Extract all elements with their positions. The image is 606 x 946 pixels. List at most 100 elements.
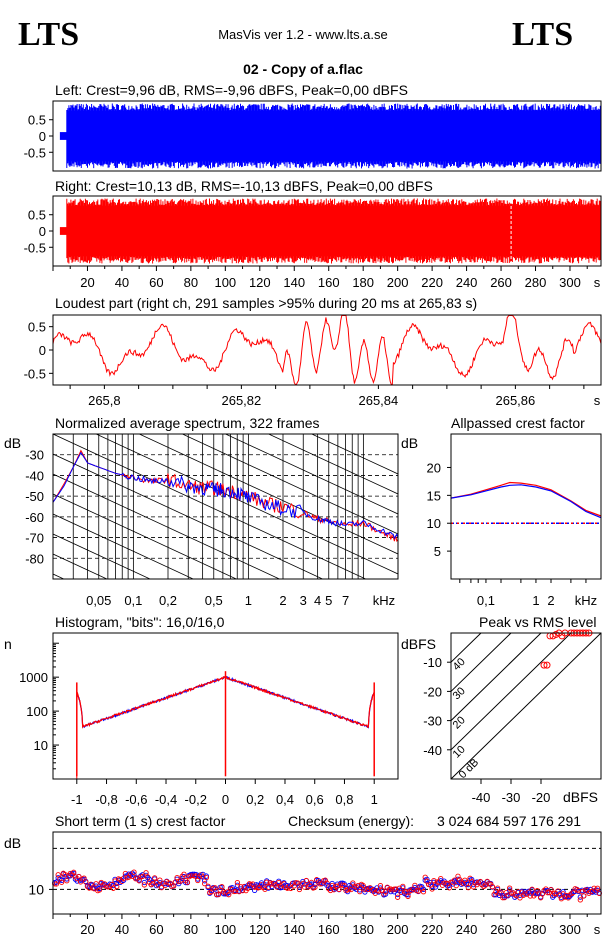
- right-xtick-label: 140: [283, 275, 305, 290]
- histogram-xtick-label: 1: [371, 792, 378, 807]
- right-xtick-label: 300: [559, 275, 581, 290]
- short-term-point-right: [336, 886, 342, 893]
- short-term-point-right: [131, 869, 137, 875]
- spectrum-slope-line: [267, 434, 398, 495]
- peak-rms-diagonal: [451, 633, 542, 721]
- peak-rms-diagonals: 40 30 20 100 dB: [451, 633, 601, 779]
- loudest-ytick-label: 0: [39, 343, 46, 358]
- spectrum-ytick-label: -50: [25, 489, 44, 504]
- spectrum-ytick-label: -30: [25, 448, 44, 463]
- loudest-xtick-label: 265,86: [495, 393, 535, 408]
- short-term-point-right: [201, 880, 208, 887]
- short-term-point-left: [465, 881, 471, 888]
- peak-rms-diagonal-label: 30: [451, 685, 468, 702]
- spectrum-ytick-label: -80: [25, 551, 44, 566]
- right-title: Right: Crest=10,13 dB, RMS=-10,13 dBFS, …: [55, 178, 433, 194]
- histogram-xtick-label: -0,2: [185, 792, 207, 807]
- short-term-point-right: [398, 889, 404, 896]
- spectrum-xlabel: kHz: [373, 593, 395, 608]
- peak-rms-ytick-label: -20: [423, 684, 442, 699]
- peak-rms-ytick-label: -10: [423, 655, 442, 670]
- short-term-point-right: [395, 894, 401, 900]
- peak-rms-diagonal: [451, 633, 601, 779]
- short-term-point-left: [146, 876, 153, 882]
- peak-rms-xtick-label: -20: [532, 790, 551, 805]
- short-term-point-right: [446, 885, 453, 891]
- spectrum-ylabel: dB: [4, 435, 21, 451]
- short-term-xtick-label: 220: [421, 922, 443, 937]
- peak-rms-frame: [450, 632, 602, 780]
- peak-rms-point: [543, 661, 551, 669]
- peak-rms-title: Peak vs RMS level: [479, 614, 596, 630]
- short-term-point-right: [205, 883, 211, 889]
- short-term-point-right: [420, 889, 427, 895]
- short-term-point-right: [453, 882, 459, 889]
- left-spikes: [66, 103, 601, 169]
- short-term-point-right: [96, 887, 103, 893]
- short-term-xtick-label: 300: [559, 922, 581, 937]
- short-term-point-right: [71, 869, 77, 875]
- spectrum-slope-line: [181, 434, 398, 535]
- short-term-point-right: [141, 882, 147, 888]
- right-xtick-label: 20: [80, 275, 94, 290]
- short-term-frame: [52, 831, 602, 915]
- right-xtick-label: 60: [149, 275, 163, 290]
- spectrum-slope-line: [53, 453, 324, 579]
- logo-right: LTS: [512, 16, 573, 53]
- right-intro-band: [59, 227, 67, 235]
- short-term-point-right: [212, 885, 218, 891]
- histogram-xtick-label: -0,4: [155, 792, 177, 807]
- short-term-point-right: [393, 886, 399, 892]
- peak-rms-ytick-label: -40: [423, 743, 442, 758]
- short-term-point-right: [219, 884, 225, 890]
- short-term-point-left: [424, 876, 430, 883]
- short-term-point-right: [517, 895, 523, 901]
- short-term-point-right: [233, 888, 239, 894]
- short-term-xtick-label: 100: [214, 922, 236, 937]
- crest-xtick-label: 1: [532, 593, 539, 608]
- spectrum-xtick-label: 5: [325, 593, 332, 608]
- short-term-point-right: [507, 885, 513, 891]
- histogram-xtick-label: 0,6: [306, 792, 324, 807]
- spectrum-frame: [52, 433, 399, 580]
- file-title: 02 - Copy of a.flac: [243, 61, 363, 77]
- right-spikes: [66, 198, 601, 264]
- peak-rms-diagonal: [451, 633, 572, 751]
- short-term-point-left: [203, 873, 210, 879]
- short-term-point-left: [157, 879, 163, 886]
- crest-xtick-label: 2: [547, 593, 554, 608]
- short-term-point-right: [312, 884, 318, 890]
- histogram-ytick-label: 1000: [19, 670, 48, 685]
- right-xlabel: s: [594, 275, 601, 290]
- short-term-point-left: [58, 877, 65, 884]
- peak-rms-xlabel: dBFS: [563, 789, 598, 805]
- loudest-xtick-label: 265,84: [358, 393, 398, 408]
- left-title: Left: Crest=9,96 dB, RMS=-9,96 dBFS, Pea…: [55, 82, 408, 98]
- crest-ytick-label: 5: [434, 544, 441, 559]
- short-term-xtick-label: 240: [456, 922, 478, 937]
- spectrum-ytick-label: -40: [25, 468, 44, 483]
- spectrum-series-blue: [52, 451, 399, 540]
- peak-rms-diagonal: [451, 633, 512, 692]
- short-term-point-right: [93, 881, 99, 887]
- checksum-label: Checksum (energy):: [288, 813, 414, 829]
- right-xtick-label: 100: [214, 275, 236, 290]
- spectrum-xtick-label: 0,2: [159, 593, 177, 608]
- right-ytick-label: -0.5: [24, 240, 46, 255]
- short-term-point-right: [265, 884, 272, 890]
- crest-frame: [450, 433, 602, 580]
- short-term-point-left: [329, 880, 335, 887]
- loudest-ytick-label: 0.5: [28, 320, 46, 335]
- right-ytick-label: 0.5: [28, 208, 46, 223]
- short-term-xtick-label: 120: [249, 922, 271, 937]
- crest-title: Allpassed crest factor: [451, 415, 585, 431]
- app-title: MasVis ver 1.2 - www.lts.a.se: [218, 27, 388, 42]
- peak-rms-diagonal-label: 10: [451, 744, 468, 761]
- short-term-point-left: [577, 894, 583, 900]
- peak-rms-xtick-label: -30: [502, 790, 521, 805]
- short-term-point-right: [157, 877, 163, 883]
- short-term-ytick-label: 10: [28, 881, 44, 897]
- crest-xlabel: kHz: [575, 593, 597, 608]
- short-term-point-right: [377, 883, 384, 889]
- short-term-point-right: [489, 884, 496, 890]
